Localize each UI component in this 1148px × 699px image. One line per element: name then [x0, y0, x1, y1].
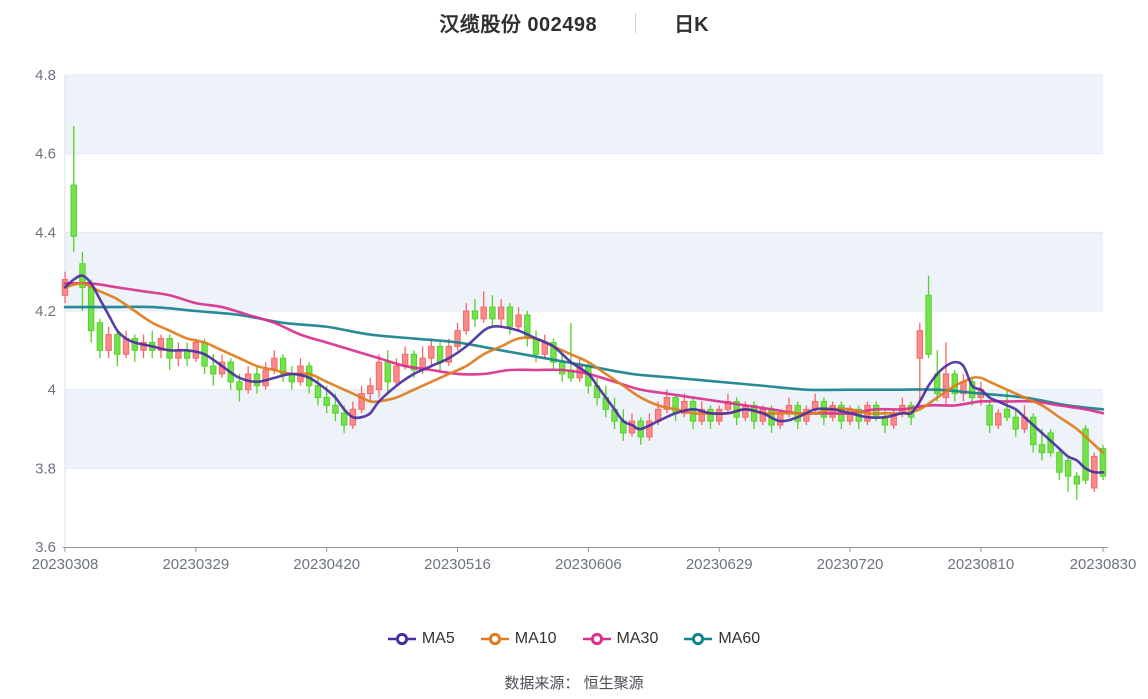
svg-text:20230329: 20230329	[162, 556, 229, 573]
ma60-legend-marker-icon	[684, 632, 713, 646]
ma5-legend-marker-icon	[387, 632, 416, 646]
svg-text:20230720: 20230720	[817, 556, 884, 573]
title-separator	[635, 12, 637, 33]
legend-item-ma60[interactable]: MA60	[684, 630, 760, 648]
x-axis-labels: 20230308 20230329 20230420 20230516 20230606…	[32, 556, 1137, 573]
kline-chart[interactable]: 3.6 3.8 4 4.2 4.4 4.6 4.8 20230308 20230329 20230…	[0, 0, 1148, 620]
ma10-legend-marker-icon	[480, 632, 509, 646]
svg-text:3.6: 3.6	[35, 539, 56, 556]
plot-bands	[65, 75, 1103, 469]
y-axis-labels: 3.6 3.8 4 4.2 4.4 4.6 4.8	[35, 67, 56, 556]
svg-text:20230830: 20230830	[1070, 556, 1137, 573]
page-title: 汉缆股份 002498	[439, 14, 598, 36]
svg-text:20230606: 20230606	[555, 556, 622, 573]
legend-item-ma10[interactable]: MA10	[480, 630, 557, 648]
legend-label: MA5	[421, 630, 455, 647]
svg-text:20230420: 20230420	[293, 556, 360, 573]
svg-text:20230810: 20230810	[948, 556, 1015, 573]
svg-text:20230308: 20230308	[32, 556, 99, 573]
svg-text:4: 4	[48, 382, 56, 399]
ma10-line	[63, 282, 1105, 454]
svg-text:20230629: 20230629	[686, 556, 753, 573]
source-note: 数据来源： 恒生聚源	[504, 675, 644, 692]
chart-title-row: 汉缆股份 002498 日K	[0, 8, 1148, 37]
svg-text:4.6: 4.6	[35, 146, 56, 163]
svg-text:4.4: 4.4	[35, 224, 56, 241]
ma60-line	[63, 305, 1105, 411]
legend-label: MA30	[616, 630, 659, 647]
svg-text:20230516: 20230516	[424, 556, 491, 573]
ma5-line	[63, 274, 1105, 474]
legend-item-ma5[interactable]: MA5	[387, 630, 455, 648]
legend-item-ma30[interactable]: MA30	[582, 630, 659, 648]
svg-text:4.8: 4.8	[35, 67, 56, 84]
period-label: 日K	[674, 14, 709, 36]
svg-text:4.2: 4.2	[35, 303, 56, 320]
legend: MA5 MA10 MA30 MA60	[0, 630, 1148, 648]
svg-text:3.8: 3.8	[35, 460, 56, 477]
ma30-legend-marker-icon	[582, 632, 611, 646]
legend-label: MA60	[718, 630, 761, 647]
x-axis	[63, 75, 1108, 552]
legend-label: MA10	[514, 630, 557, 647]
